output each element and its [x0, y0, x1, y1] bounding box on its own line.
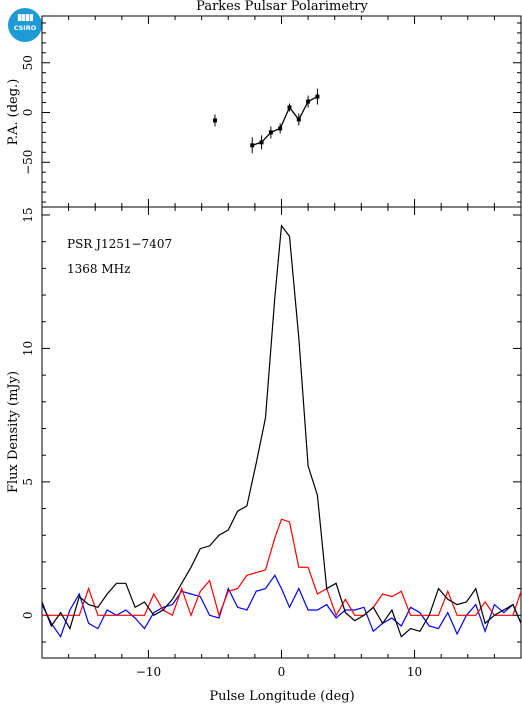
frequency-annotation: 1368 MHz	[67, 262, 130, 276]
top-panel-frame	[41, 15, 522, 208]
x-tick-label: 10	[407, 665, 422, 679]
x-tick-label: −10	[136, 665, 161, 679]
pa-point	[268, 130, 273, 135]
y-tick-label: 10	[21, 341, 35, 356]
linear-polarization-line	[42, 518, 522, 618]
y-tick-label: 5	[21, 478, 35, 486]
pa-point	[287, 105, 292, 110]
top-axes: −50 0 50	[21, 16, 522, 207]
y-tick-label: −50	[21, 150, 35, 175]
bottom-y-axis-label: Flux Density (mJy)	[6, 371, 21, 493]
top-y-axis-label: P.A. (deg.)	[6, 79, 21, 146]
position-angle-data	[212, 88, 320, 154]
total-intensity-line	[41, 224, 522, 638]
logo-text: CSIRO	[13, 24, 37, 32]
csiro-logo: ▮▮▮▮ CSIRO	[8, 8, 42, 42]
bottom-axes: −10 0 10 0 5 10 15	[21, 207, 522, 679]
flux-density-panel: Flux Density (mJy) Pulse Longitude (deg)…	[6, 206, 522, 704]
y-tick-label: 0	[21, 109, 35, 117]
circular-polarization-line	[41, 574, 522, 639]
pa-point	[278, 126, 283, 131]
logo-bars-icon: ▮▮▮▮	[17, 13, 34, 23]
pulsar-name-annotation: PSR J1251−7407	[67, 237, 172, 251]
pa-point	[250, 143, 255, 148]
pa-point	[259, 140, 264, 145]
pa-point	[315, 94, 320, 99]
y-tick-label: 0	[21, 611, 35, 619]
chart-title: Parkes Pulsar Polarimetry	[196, 0, 368, 14]
pa-point	[296, 117, 301, 122]
pa-point	[212, 118, 217, 123]
y-tick-label: 50	[21, 55, 35, 70]
x-tick-label: 0	[278, 665, 286, 679]
x-axis-label: Pulse Longitude (deg)	[209, 689, 354, 704]
pa-point	[306, 99, 311, 104]
position-angle-panel: P.A. (deg.) −50 0 50	[6, 15, 522, 208]
flux-density-data	[41, 224, 522, 639]
y-tick-label: 15	[21, 207, 35, 222]
